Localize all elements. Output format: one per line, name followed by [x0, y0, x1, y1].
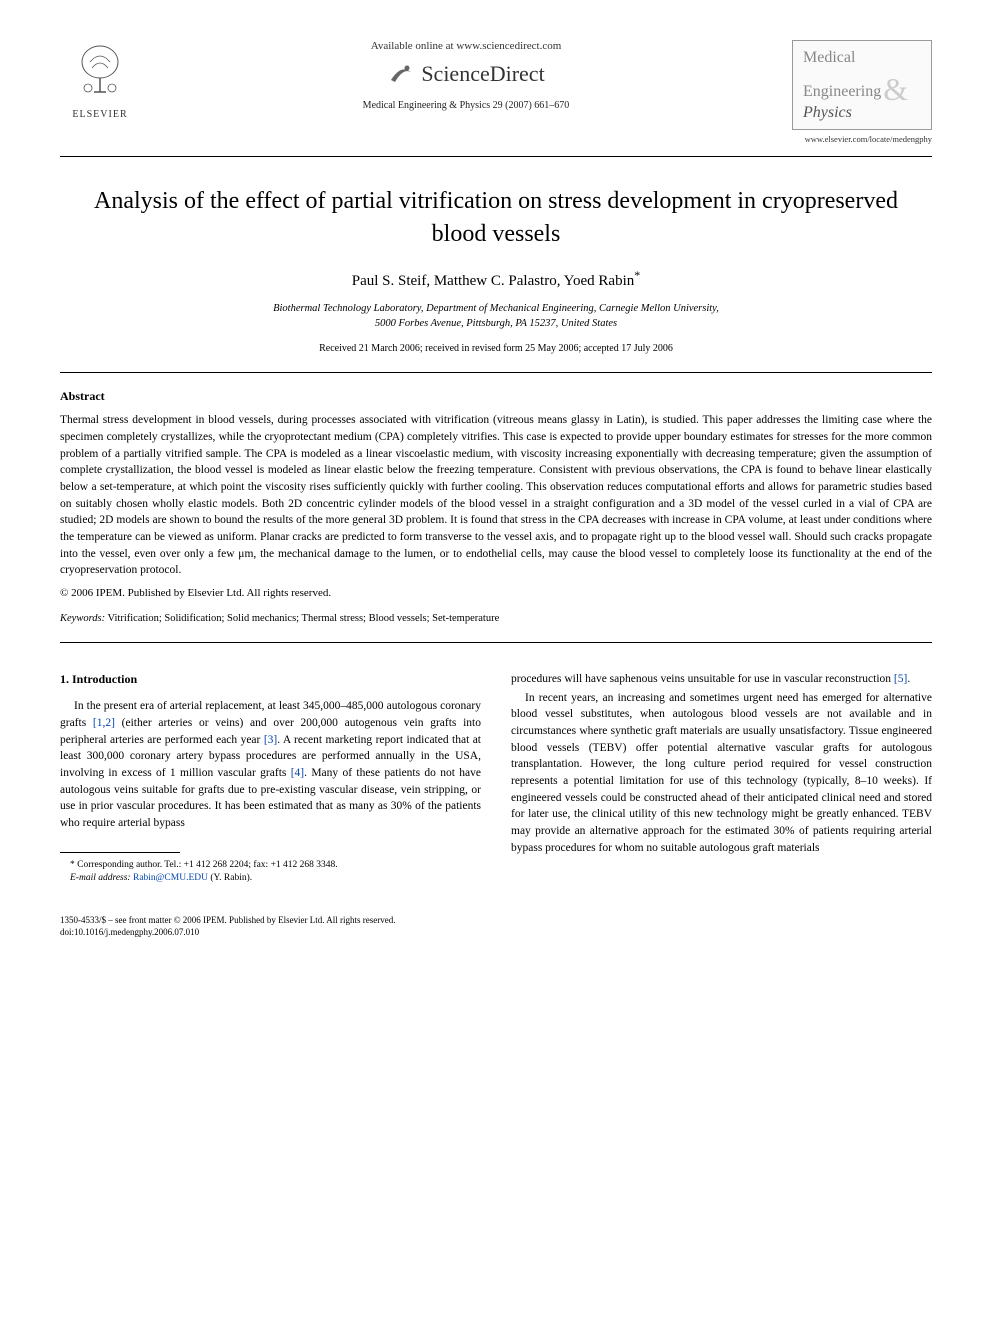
elsevier-logo: ELSEVIER: [60, 40, 140, 120]
email-label: E-mail address:: [70, 873, 131, 883]
p2a: procedures will have saphenous veins uns…: [511, 673, 894, 685]
corresponding-mark: *: [634, 268, 640, 282]
page-footer: 1350-4533/$ – see front matter © 2006 IP…: [60, 915, 932, 938]
authors-text: Paul S. Steif, Matthew C. Palastro, Yoed…: [352, 273, 635, 289]
email-link[interactable]: Rabin@CMU.EDU: [133, 873, 208, 883]
intro-para-1: In the present era of arterial replaceme…: [60, 698, 481, 831]
column-left: 1. Introduction In the present era of ar…: [60, 671, 481, 885]
keywords-line: Keywords: Vitrification; Solidification;…: [60, 613, 932, 624]
elsevier-tree-icon: [70, 40, 130, 100]
affiliation: Biothermal Technology Laboratory, Depart…: [60, 302, 932, 331]
keywords-text: Vitrification; Solidification; Solid mec…: [108, 613, 500, 624]
keywords-label: Keywords:: [60, 613, 105, 624]
email-who: (Y. Rabin).: [208, 873, 252, 883]
footnote-separator: [60, 852, 180, 853]
p2b: .: [907, 673, 910, 685]
available-online-text: Available online at www.sciencedirect.co…: [160, 40, 772, 52]
abstract-body: Thermal stress development in blood vess…: [60, 412, 932, 579]
body-columns: 1. Introduction In the present era of ar…: [60, 671, 932, 885]
affiliation-line-2: 5000 Forbes Avenue, Pittsburgh, PA 15237…: [60, 317, 932, 332]
journal-header: ELSEVIER Available online at www.science…: [60, 40, 932, 144]
journal-logo-block: Medical Engineering & Physics www.elsevi…: [792, 40, 932, 144]
journal-ampersand: &: [883, 71, 908, 108]
sciencedirect-text: ScienceDirect: [421, 61, 544, 87]
ref-link-1-2[interactable]: [1,2]: [93, 717, 115, 729]
abstract-top-rule: [60, 372, 932, 373]
ref-link-4[interactable]: [4]: [291, 767, 304, 779]
journal-title-box: Medical Engineering & Physics: [792, 40, 932, 130]
intro-para-3: In recent years, an increasing and somet…: [511, 690, 932, 857]
header-rule: [60, 156, 932, 157]
article-dates: Received 21 March 2006; received in revi…: [60, 343, 932, 354]
elsevier-label: ELSEVIER: [60, 109, 140, 120]
abstract-bottom-rule: [60, 642, 932, 643]
corresponding-footnote-1: * Corresponding author. Tel.: +1 412 268…: [60, 859, 481, 872]
abstract-heading: Abstract: [60, 389, 932, 404]
journal-word-2: Engineering: [803, 83, 881, 101]
footer-line-1: 1350-4533/$ – see front matter © 2006 IP…: [60, 915, 932, 927]
header-center: Available online at www.sciencedirect.co…: [140, 40, 792, 111]
column-right: procedures will have saphenous veins uns…: [511, 671, 932, 885]
sciencedirect-logo: ScienceDirect: [387, 60, 544, 88]
ref-link-5[interactable]: [5]: [894, 673, 907, 685]
footer-doi: doi:10.1016/j.medengphy.2006.07.010: [60, 927, 932, 939]
ref-link-3[interactable]: [3]: [264, 734, 277, 746]
sciencedirect-swoosh-icon: [387, 60, 415, 88]
affiliation-line-1: Biothermal Technology Laboratory, Depart…: [60, 302, 932, 317]
intro-para-2: procedures will have saphenous veins uns…: [511, 671, 932, 688]
section-1-heading: 1. Introduction: [60, 671, 481, 688]
authors-line: Paul S. Steif, Matthew C. Palastro, Yoed…: [60, 268, 932, 290]
journal-citation: Medical Engineering & Physics 29 (2007) …: [160, 100, 772, 111]
journal-word-1: Medical: [803, 49, 921, 67]
article-title: Analysis of the effect of partial vitrif…: [60, 185, 932, 250]
corresponding-footnote-2: E-mail address: Rabin@CMU.EDU (Y. Rabin)…: [60, 872, 481, 885]
abstract-copyright: © 2006 IPEM. Published by Elsevier Ltd. …: [60, 587, 932, 599]
journal-url[interactable]: www.elsevier.com/locate/medengphy: [792, 134, 932, 144]
